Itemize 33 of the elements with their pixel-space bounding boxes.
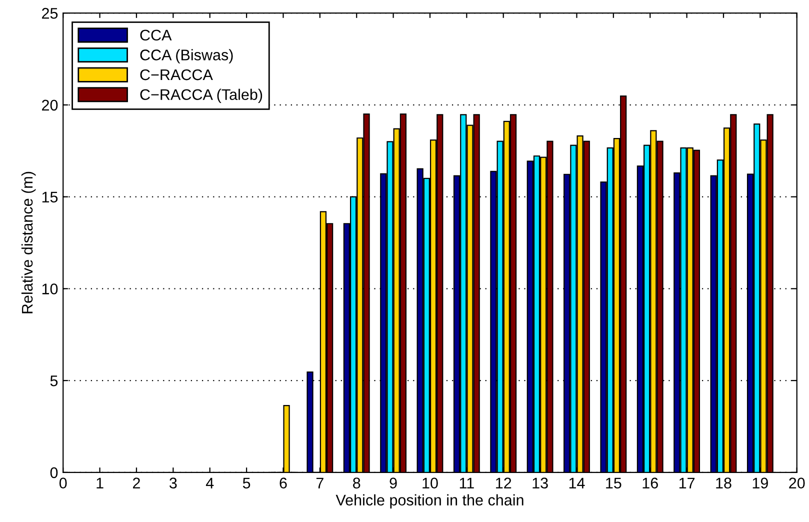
y-tick-label: 0 (50, 467, 58, 478)
x-tick-label: 16 (642, 478, 658, 488)
legend-label: C−RACCA (Taleb) (140, 88, 262, 104)
y-tick-label: 25 (42, 8, 58, 19)
x-tick-label: 2 (133, 478, 140, 488)
x-tick-label: 5 (242, 478, 250, 488)
x-tick-label: 7 (316, 478, 324, 488)
x-tick-label: 10 (422, 478, 438, 488)
x-tick-label: 14 (569, 478, 585, 488)
x-axis-title: Vehicle position in the chain (336, 494, 524, 509)
x-tick-label: 20 (789, 478, 805, 488)
y-tick-label: 20 (42, 100, 58, 111)
x-tick-label: 3 (170, 478, 177, 488)
legend-label: C−RACCA (140, 69, 213, 80)
x-tick-label: 17 (679, 478, 695, 488)
x-tick-label: 0 (59, 478, 67, 488)
y-tick-label: 10 (42, 284, 58, 294)
y-axis-title: Relative distance (m) (21, 172, 36, 314)
x-tick-label: 12 (496, 478, 512, 488)
legend-label: CCA (Biswas) (140, 49, 233, 64)
x-tick-label: 19 (752, 478, 768, 488)
x-tick-label: 8 (353, 478, 360, 488)
y-tick-label: 5 (50, 376, 58, 386)
y-tick-label: 15 (42, 192, 58, 202)
x-tick-label: 18 (716, 478, 732, 488)
x-tick-label: 9 (390, 478, 397, 488)
x-tick-label: 6 (280, 478, 287, 488)
x-tick-label: 11 (460, 478, 474, 488)
x-tick-label: 4 (206, 478, 214, 488)
legend-label: CCA (140, 30, 172, 41)
x-tick-label: 1 (96, 478, 104, 488)
x-tick-label: 15 (606, 478, 622, 488)
x-tick-label: 13 (532, 478, 548, 488)
